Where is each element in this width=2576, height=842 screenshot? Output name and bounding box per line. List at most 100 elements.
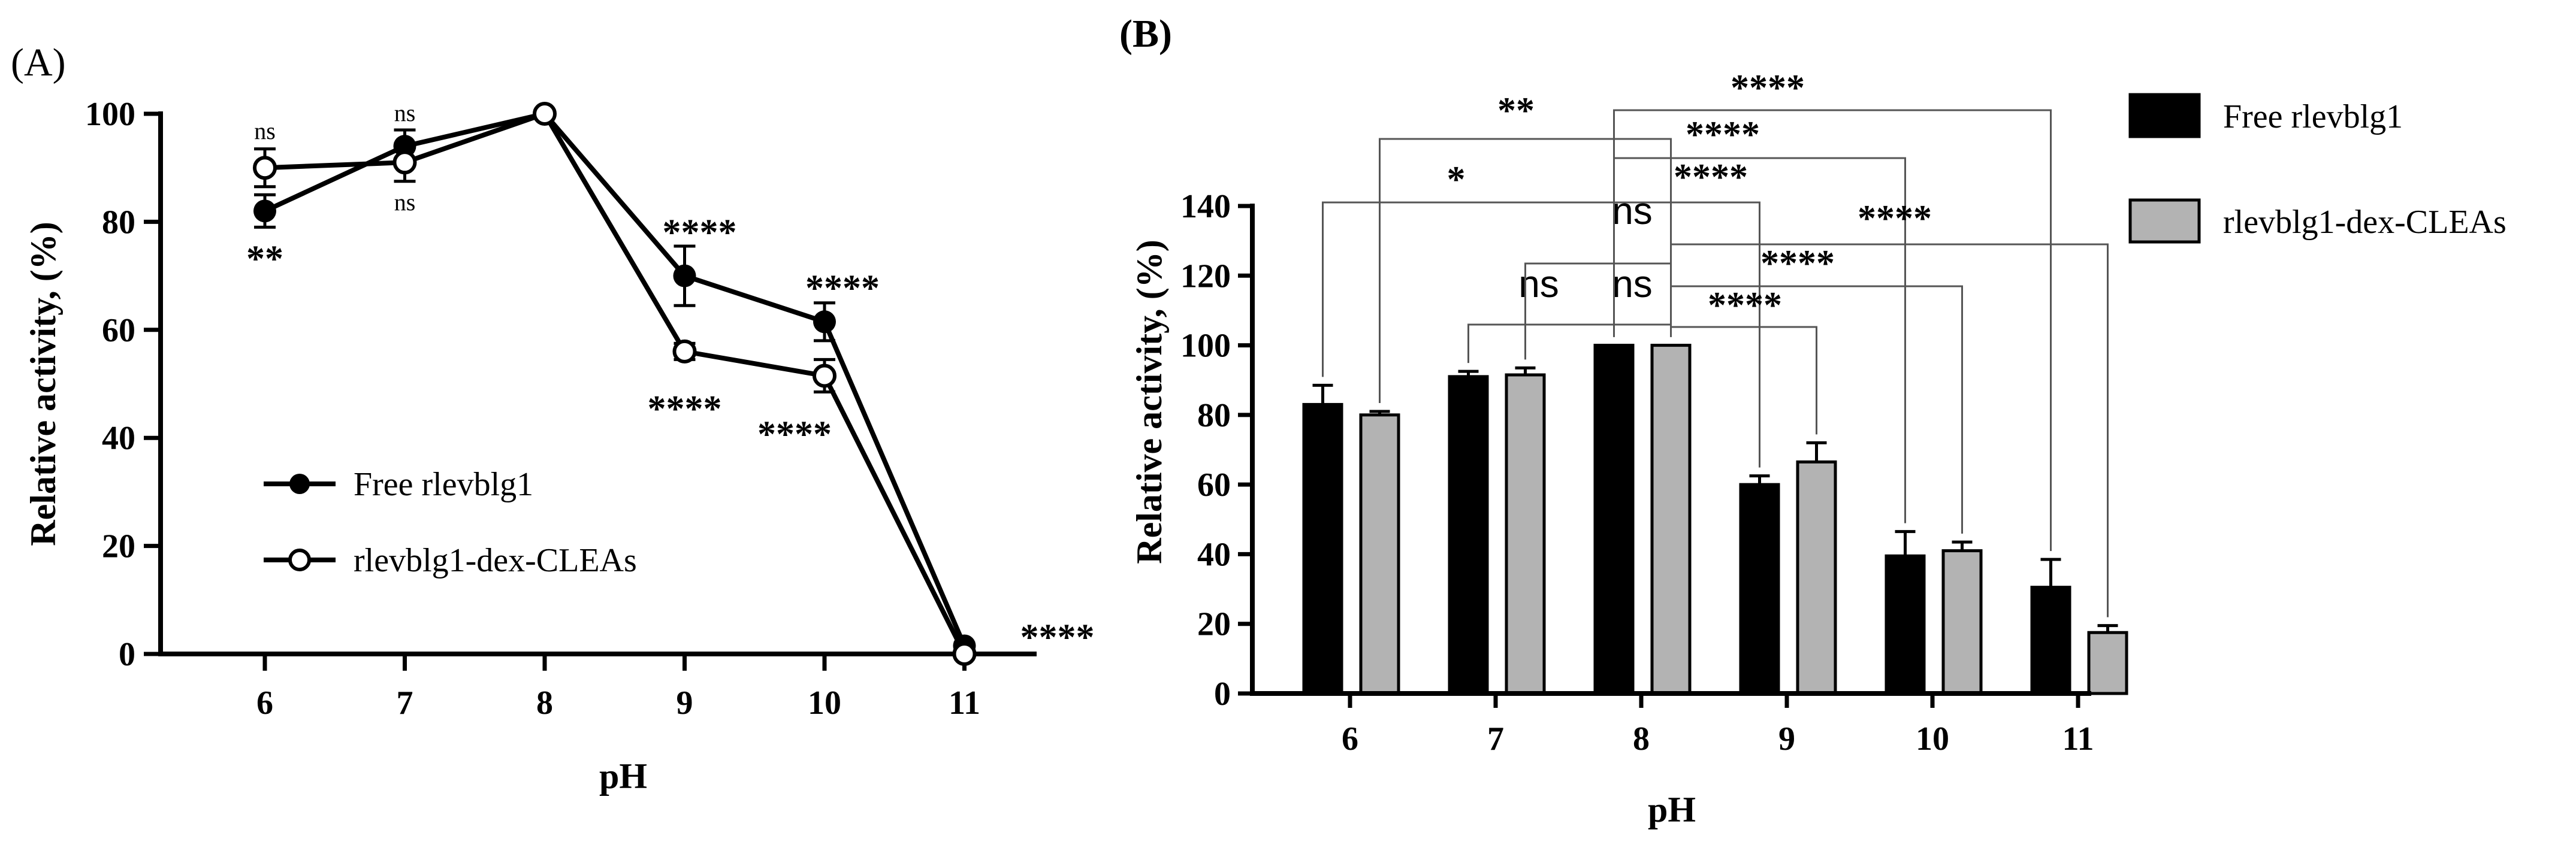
- panel-b-comparison-label: ****: [1760, 243, 1835, 284]
- panel-b-comparison-label: ****: [1731, 68, 1805, 108]
- panel-b-comparison-label: ****: [1686, 114, 1760, 155]
- panel-a-point-free: [253, 199, 276, 223]
- panel-b-xtick-label: 9: [1778, 720, 1795, 758]
- panel-a-point-free: [813, 310, 836, 334]
- panel-b-bar-free: [1448, 375, 1489, 695]
- panel-b-xtick-label: 8: [1633, 720, 1650, 758]
- panel-a-point-clea: [533, 102, 557, 126]
- panel-b-comparison-label: ns: [1612, 262, 1653, 305]
- panel-a-ytick-label: 40: [102, 420, 135, 457]
- panel-a-ytick-label: 80: [102, 204, 135, 241]
- panel-b-ytick-label: 40: [1197, 536, 1231, 573]
- panel-a-xlabel: pH: [599, 756, 647, 796]
- panel-a-xtick-label: 9: [677, 684, 693, 722]
- panel-a-annotation: ns: [254, 117, 276, 144]
- panel-b-ytick-label: 100: [1180, 328, 1231, 365]
- panel-b-comparison-label: *: [1447, 159, 1466, 200]
- panel-b-ytick-label: 80: [1197, 397, 1231, 434]
- panel-a-point-clea: [813, 364, 836, 388]
- panel-a-ytick-label: 60: [102, 312, 135, 349]
- panel-a-axes: [158, 111, 1037, 656]
- panel-b-ticks: 0 20 40 60 80 100 120 140 6 7 8 9 10 11 pH Relative act…: [1130, 188, 2094, 829]
- panel-a-point-clea: [253, 156, 277, 180]
- panel-b-ytick-label: 20: [1197, 606, 1231, 643]
- legend-a-clea-label: rlevblg1-dex-CLEAs: [354, 542, 637, 579]
- legend-b-free-label: Free rlevblg1: [2223, 98, 2403, 135]
- panel-a-point-free: [673, 264, 696, 287]
- panel-b-ytick-label: 0: [1214, 676, 1231, 713]
- panel-a-annotation: ****: [805, 268, 880, 308]
- panel-a-legend: Free rlevblg1 rlevblg1-dex-CLEAs: [264, 466, 637, 579]
- panel-b-bar-free: [2030, 586, 2071, 695]
- legend-b-clea-label: rlevblg1-dex-CLEAs: [2223, 204, 2506, 241]
- panel-a-series-line-clea: [264, 111, 967, 655]
- panel-b-bar-free: [1885, 554, 1926, 695]
- panel-b-comparison-label: **: [1497, 90, 1535, 131]
- panel-b-ylabel: Relative activity, (%): [1130, 240, 1169, 564]
- panel-b-bar-clea: [1796, 460, 1837, 695]
- panel-b-axes: [1250, 204, 2091, 696]
- panel-b-bar-free: [1593, 344, 1635, 695]
- panel-a-annotation: ****: [663, 213, 737, 253]
- panel-a-xtick-label: 11: [949, 684, 980, 722]
- panel-a-label: (A): [11, 41, 66, 84]
- panel-b-label: (B): [1119, 12, 1172, 56]
- panel-b-comparison-label: ns: [1612, 189, 1653, 232]
- panel-a-ylabel: Relative activity, (%): [23, 222, 63, 546]
- panel-b-comparison-bracket: [1613, 323, 1672, 337]
- panel-a-xtick-label: 6: [256, 684, 273, 722]
- panel-a-xtick-label: 7: [397, 684, 413, 722]
- panel-a-xtick-label: 10: [808, 684, 841, 722]
- panel-b-bar-clea: [1941, 549, 1983, 695]
- panel-a-xtick-label: 8: [536, 684, 553, 722]
- panel-b-comparison-bracket: [1379, 138, 1672, 404]
- panel-b-comparison-label: ****: [1858, 198, 1932, 239]
- panel-b-xtick-label: 6: [1342, 720, 1358, 758]
- panel-b-ytick-label: 140: [1180, 188, 1231, 225]
- panel-b-bar-clea: [2087, 631, 2128, 695]
- legend-a-free-label: Free rlevblg1: [354, 466, 533, 503]
- panel-a-ytick-label: 0: [119, 636, 135, 673]
- panel-b-comparison-label: ****: [1674, 157, 1748, 198]
- panel-b-comparison-label: ****: [1708, 285, 1782, 326]
- panel-b-comparison-bracket: [1670, 243, 2109, 617]
- panel-b-ytick-label: 120: [1180, 258, 1231, 295]
- panel-b-bar-chart: (B) 0 20 40 60 80 100 120 140 6 7 8 9 10 11 pH Relative…: [1119, 12, 2506, 829]
- panel-b-bar-clea: [1650, 344, 1692, 695]
- panel-a-line-chart: (A) 0 20 40 60 80 100 6 7 8 9 10 11 pH Relative activ…: [11, 41, 1095, 796]
- panel-a-annotation: **: [246, 238, 283, 279]
- legend-b-clea-swatch: [2128, 198, 2201, 244]
- panel-a-annotation: ****: [1020, 617, 1095, 658]
- panel-a-series: [253, 102, 977, 666]
- legend-a-clea-marker: [288, 549, 311, 571]
- panel-b-bars: [1302, 344, 2128, 695]
- legend-a-free-marker: [289, 474, 310, 494]
- panel-b-bar-free: [1302, 402, 1343, 695]
- panel-b-xlabel: pH: [1648, 790, 1696, 829]
- panel-b-xtick-label: 7: [1487, 720, 1504, 758]
- panel-b-bar-free: [1739, 483, 1780, 695]
- panel-a-ticks: 0 20 40 60 80 100 6 7 8 9 10 11 pH Relative activity,…: [23, 96, 980, 796]
- panel-a-annotation: ns: [394, 189, 416, 216]
- panel-a-series-line-free: [264, 111, 967, 647]
- panel-a-ytick-label: 20: [102, 528, 135, 565]
- panel-b-comparison-bracket: [1467, 323, 1615, 364]
- panel-a-point-clea: [672, 339, 697, 364]
- panel-a-annotation: ns: [394, 99, 416, 126]
- panel-a-point-clea: [952, 642, 977, 666]
- panel-b-xtick-label: 11: [2062, 720, 2094, 758]
- panel-b-comparison-bracket: [1670, 326, 1817, 435]
- panel-b-ytick-label: 60: [1197, 467, 1231, 504]
- panel-b-bar-clea: [1359, 413, 1400, 695]
- panel-a-ytick-label: 100: [85, 96, 135, 133]
- panel-a-annotations: ns ** ns ns **** **** **** **** ****: [246, 99, 1095, 658]
- panel-b-xtick-label: 10: [1916, 720, 1949, 758]
- panel-a-annotation: ****: [757, 414, 832, 455]
- panel-b-comparison-bracket: [1613, 109, 2052, 552]
- panel-a-point-clea: [392, 150, 417, 175]
- panel-b-legend: Free rlevblg1 rlevblg1-dex-CLEAs: [2128, 93, 2506, 244]
- legend-b-free-swatch: [2128, 93, 2201, 138]
- panel-a-annotation: ****: [648, 389, 722, 429]
